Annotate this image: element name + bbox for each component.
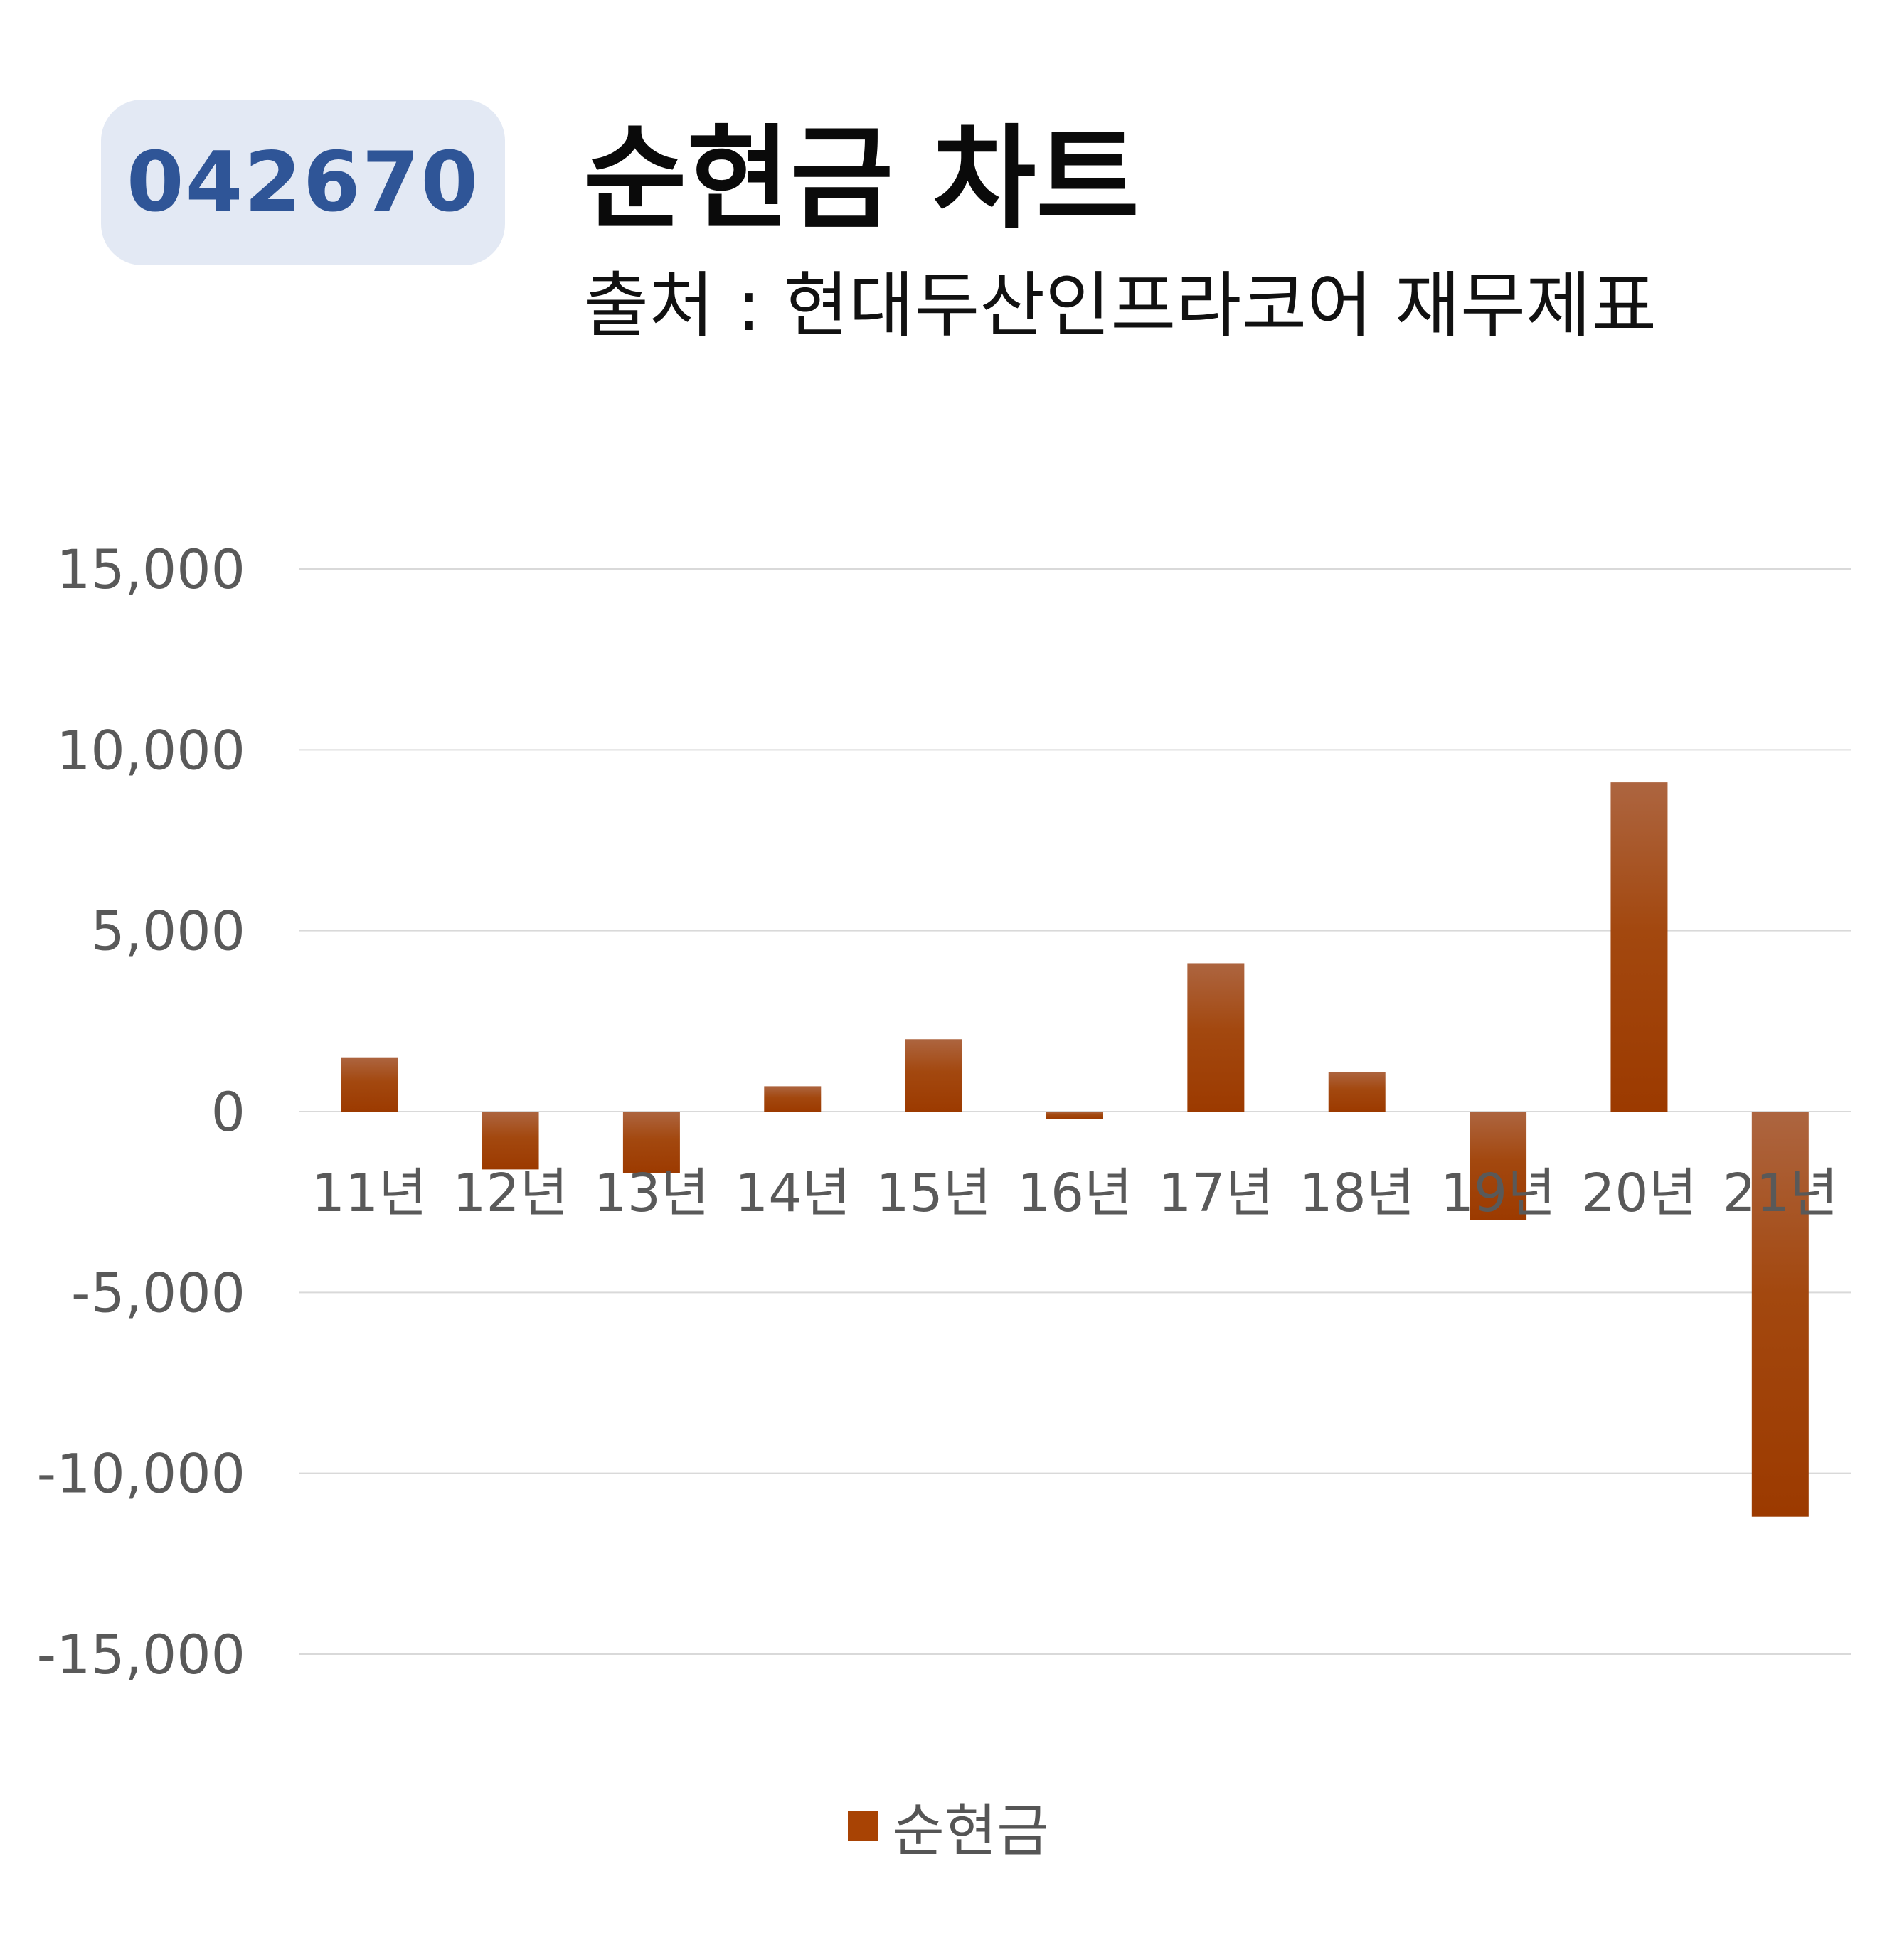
y-tick-label: 5,000 [90, 900, 245, 963]
bar [1046, 1112, 1103, 1119]
stock-code-badge: 042670 [101, 100, 505, 265]
x-tick-label: 20년 [1581, 1163, 1696, 1224]
bar [1751, 1112, 1809, 1517]
bar [764, 1086, 822, 1112]
y-tick-label: 0 [211, 1080, 245, 1144]
x-tick-label: 12년 [452, 1163, 568, 1224]
x-tick-label: 16년 [1017, 1163, 1132, 1224]
x-tick-label: 14년 [735, 1163, 850, 1224]
x-tick-label: 19년 [1440, 1163, 1556, 1224]
bar [1187, 963, 1245, 1112]
stock-code: 042670 [126, 134, 480, 230]
y-tick-label: -5,000 [71, 1261, 245, 1324]
bar [341, 1057, 398, 1112]
y-tick-label: -10,000 [37, 1442, 245, 1506]
y-tick-label: 10,000 [56, 718, 245, 782]
bars [341, 782, 1809, 1517]
y-axis-ticks: 15,000 10,000 5,000 0 -5,000 -10,000 -15,000 [37, 538, 245, 1686]
x-tick-label: 17년 [1158, 1163, 1273, 1224]
bar [1610, 782, 1668, 1112]
y-tick-label: 15,000 [56, 538, 245, 601]
bar [1470, 1112, 1527, 1220]
x-tick-label: 13년 [594, 1163, 709, 1224]
x-tick-label: 18년 [1300, 1163, 1415, 1224]
chart-title: 순현금 차트 [583, 114, 1139, 245]
gridlines [299, 568, 1851, 1655]
x-tick-label: 11년 [312, 1163, 427, 1224]
legend-swatch [848, 1811, 878, 1841]
x-tick-label: 21년 [1723, 1163, 1838, 1224]
bar [622, 1112, 680, 1173]
y-tick-label: -15,000 [37, 1623, 245, 1686]
legend: 순현금 [0, 1785, 1897, 1868]
bar [482, 1112, 539, 1170]
bar [905, 1039, 962, 1112]
x-tick-label: 15년 [876, 1163, 992, 1224]
legend-label: 순현금 [892, 1798, 1049, 1864]
bar [1328, 1072, 1386, 1112]
chart-subtitle: 출처 : 현대두산인프라코어 재무제표 [583, 264, 1657, 347]
x-axis-ticks: 11년 12년 13년 14년 15년 16년 17년 18년 19년 20년 21년 [312, 1163, 1838, 1224]
